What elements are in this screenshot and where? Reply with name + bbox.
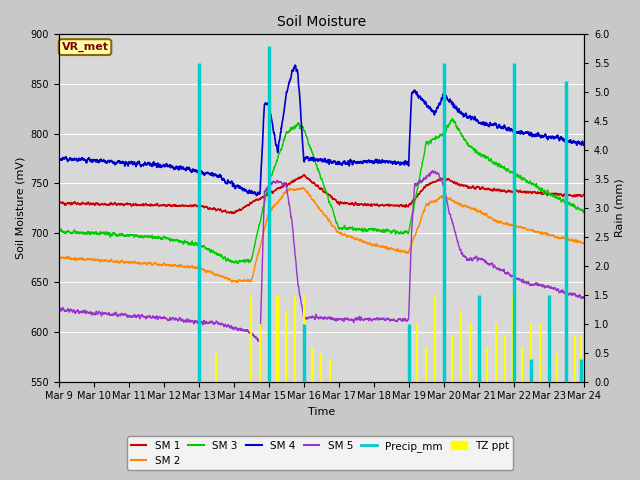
SM 2 bbox=[513, 224, 521, 229]
SM 3 bbox=[234, 261, 242, 266]
Text: VR_met: VR_met bbox=[61, 42, 109, 52]
Bar bbox=[442, 295, 445, 382]
Bar bbox=[495, 324, 497, 382]
Bar bbox=[434, 295, 436, 382]
Bar bbox=[276, 295, 278, 382]
SM 2 bbox=[55, 254, 63, 260]
SM 3 bbox=[448, 116, 456, 121]
Line: SM 2: SM 2 bbox=[59, 188, 584, 282]
Bar bbox=[294, 295, 296, 382]
SM 5 bbox=[580, 295, 588, 300]
SM 5 bbox=[55, 305, 63, 311]
Bar bbox=[513, 295, 515, 382]
Legend: SM 1, SM 2, SM 3, SM 4, SM 5, Precip_mm, TZ ppt: SM 1, SM 2, SM 3, SM 4, SM 5, Precip_mm,… bbox=[127, 436, 513, 470]
SM 2 bbox=[234, 279, 241, 285]
SM 1 bbox=[115, 201, 123, 207]
Bar bbox=[460, 312, 462, 382]
SM 2 bbox=[146, 259, 154, 265]
SM 1 bbox=[513, 188, 521, 194]
SM 4 bbox=[291, 62, 299, 68]
Bar bbox=[580, 336, 582, 382]
Line: SM 4: SM 4 bbox=[59, 65, 584, 195]
SM 5 bbox=[570, 290, 577, 296]
Bar bbox=[530, 324, 532, 382]
SM 1 bbox=[55, 200, 63, 206]
SM 5 bbox=[513, 276, 521, 282]
SM 4 bbox=[570, 138, 577, 144]
Bar bbox=[573, 336, 576, 382]
SM 1 bbox=[300, 172, 308, 178]
SM 5 bbox=[115, 312, 123, 317]
Bar bbox=[320, 353, 323, 382]
SM 1 bbox=[279, 183, 287, 189]
SM 4 bbox=[146, 162, 154, 168]
Bar bbox=[521, 347, 524, 382]
Title: Soil Moisture: Soil Moisture bbox=[276, 15, 366, 29]
Bar bbox=[285, 312, 287, 382]
Bar bbox=[565, 295, 567, 382]
Bar bbox=[303, 295, 305, 382]
SM 5 bbox=[146, 312, 154, 318]
Line: SM 5: SM 5 bbox=[59, 171, 584, 341]
SM 3 bbox=[55, 227, 63, 232]
Bar bbox=[259, 324, 261, 382]
Bar bbox=[539, 324, 541, 382]
SM 2 bbox=[570, 238, 577, 243]
SM 4 bbox=[55, 154, 63, 159]
Bar bbox=[451, 336, 454, 382]
Bar bbox=[547, 336, 550, 382]
SM 2 bbox=[580, 240, 588, 246]
Bar bbox=[556, 353, 558, 382]
SM 3 bbox=[580, 210, 588, 216]
SM 4 bbox=[580, 142, 588, 148]
Bar bbox=[329, 359, 331, 382]
SM 5 bbox=[279, 182, 287, 188]
Line: SM 1: SM 1 bbox=[59, 175, 584, 214]
SM 2 bbox=[279, 193, 287, 199]
Bar bbox=[416, 324, 419, 382]
Bar bbox=[250, 295, 252, 382]
SM 4 bbox=[279, 115, 287, 121]
SM 5 bbox=[429, 168, 437, 174]
Bar bbox=[504, 336, 506, 382]
Line: SM 3: SM 3 bbox=[59, 119, 584, 264]
SM 3 bbox=[513, 171, 521, 177]
SM 5 bbox=[257, 331, 264, 336]
Bar bbox=[477, 295, 480, 382]
SM 2 bbox=[115, 260, 123, 265]
Y-axis label: Soil Moisture (mV): Soil Moisture (mV) bbox=[15, 157, 25, 259]
SM 3 bbox=[146, 234, 154, 240]
SM 1 bbox=[570, 193, 577, 199]
SM 1 bbox=[230, 211, 238, 216]
Bar bbox=[198, 324, 200, 382]
Bar bbox=[468, 324, 471, 382]
SM 4 bbox=[513, 130, 521, 136]
SM 1 bbox=[146, 203, 154, 209]
SM 3 bbox=[570, 202, 577, 208]
Bar bbox=[425, 347, 428, 382]
SM 4 bbox=[257, 186, 264, 192]
Bar bbox=[408, 364, 410, 382]
SM 3 bbox=[115, 231, 123, 237]
Y-axis label: Rain (mm): Rain (mm) bbox=[615, 179, 625, 237]
X-axis label: Time: Time bbox=[308, 407, 335, 417]
Bar bbox=[215, 353, 218, 382]
SM 4 bbox=[253, 192, 260, 198]
SM 5 bbox=[256, 338, 264, 344]
SM 3 bbox=[279, 141, 287, 146]
SM 4 bbox=[115, 159, 123, 165]
SM 3 bbox=[257, 220, 264, 226]
SM 1 bbox=[257, 196, 264, 202]
SM 2 bbox=[257, 244, 264, 250]
Bar bbox=[486, 347, 488, 382]
Bar bbox=[268, 295, 270, 382]
Bar bbox=[312, 347, 314, 382]
SM 2 bbox=[298, 185, 306, 191]
SM 1 bbox=[580, 192, 588, 197]
